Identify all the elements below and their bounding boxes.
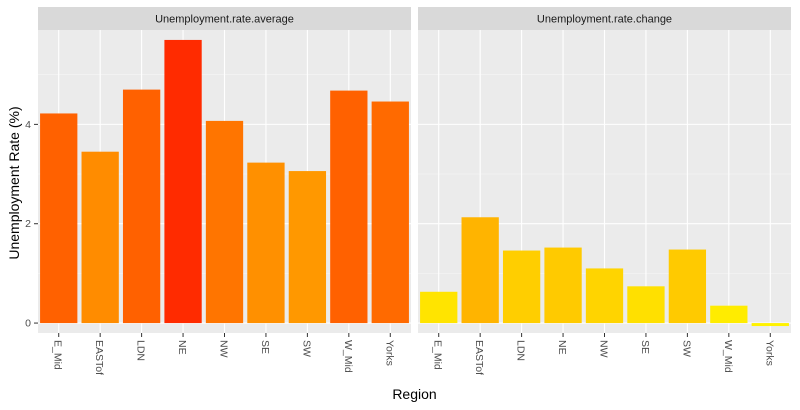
x-tick-label: LDN	[135, 340, 147, 361]
bar-NE	[164, 39, 202, 324]
bar-EASTof	[461, 217, 499, 324]
bar-SE	[247, 162, 285, 324]
bar-E_Mid	[420, 291, 458, 324]
x-tick-label: SW	[300, 340, 312, 357]
x-tick-label: NE	[556, 340, 568, 355]
y-tick-label: 0	[25, 318, 31, 330]
x-tick-label: SE	[259, 340, 271, 354]
bar-EASTof	[81, 151, 119, 324]
panel-average: Unemployment.rate.average	[38, 7, 411, 333]
x-tick-label: Yorks	[763, 340, 775, 366]
x-tick-label: W_Mid	[342, 340, 354, 373]
bars-average	[40, 39, 409, 324]
bar-NW	[205, 120, 244, 324]
bar-SW	[288, 171, 327, 324]
bar-SW	[668, 249, 707, 324]
strip-background-change	[418, 7, 791, 30]
bar-NW	[585, 268, 624, 324]
bars-change	[420, 217, 789, 327]
x-tick-label: W_Mid	[722, 340, 734, 373]
x-tick-label: E_Mid	[52, 340, 64, 370]
x-tick-label: EASTof	[473, 340, 485, 375]
bar-SE	[627, 286, 665, 324]
y-tick-label: 2	[25, 218, 31, 230]
x-tick-label: LDN	[515, 340, 527, 361]
x-tick-label: SE	[639, 340, 651, 354]
x-axis-title: Region	[392, 386, 436, 402]
bar-NE	[544, 247, 582, 324]
x-tick-label: NW	[598, 340, 610, 358]
panel-change: Unemployment.rate.change	[418, 7, 791, 333]
y-tick-label: 4	[25, 119, 31, 131]
x-tick-label: NE	[176, 340, 188, 355]
bar-Yorks	[371, 101, 409, 324]
strip-label-average: Unemployment.rate.average	[155, 14, 294, 26]
x-tick-label: NW	[218, 340, 230, 358]
x-tick-label: Yorks	[383, 340, 395, 366]
y-axis-title: Unemployment Rate (%)	[6, 106, 22, 259]
bar-LDN	[502, 250, 541, 324]
bar-W_Mid	[710, 305, 748, 324]
bar-LDN	[122, 89, 161, 324]
strip-label-change: Unemployment.rate.change	[537, 14, 672, 26]
y-axis: 0 2 4	[25, 119, 38, 330]
bar-E_Mid	[40, 113, 78, 324]
bar-W_Mid	[330, 90, 368, 324]
x-tick-label: E_Mid	[432, 340, 444, 370]
x-tick-label: EASTof	[93, 340, 105, 375]
x-tick-label: SW	[680, 340, 692, 357]
x-axis-average: E_Mid EASTof LDN NE NW SE SW W_Mid Yorks	[52, 333, 395, 375]
strip-background-average	[38, 7, 411, 30]
bar-Yorks	[751, 323, 789, 327]
x-axis-change: E_Mid EASTof LDN NE NW SE SW W_Mid Yorks	[432, 333, 775, 375]
